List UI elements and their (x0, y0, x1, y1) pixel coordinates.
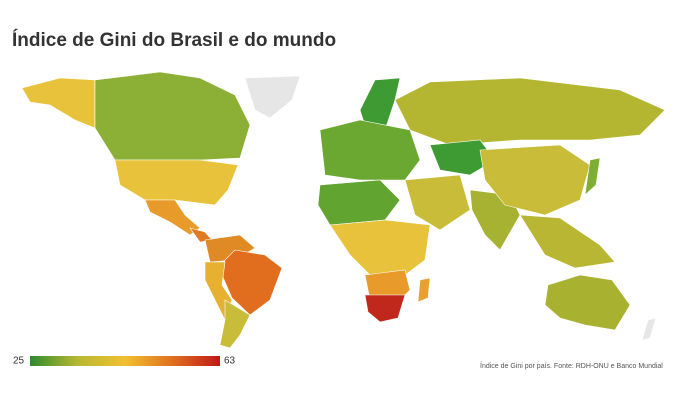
argentina (219, 299, 251, 349)
usa (114, 159, 239, 206)
europe (319, 119, 421, 181)
canada (94, 71, 251, 161)
alaska (21, 77, 96, 129)
middle-east (404, 174, 471, 231)
africa-north (317, 179, 401, 226)
south-africa (364, 294, 406, 323)
japan (584, 157, 601, 196)
kazakhstan (429, 139, 496, 176)
legend-max: 63 (224, 356, 236, 367)
map-title: Índice de Gini do Brasil e do mundo (12, 30, 337, 51)
source-note: Índice de Gini por país. Fonte: RDH-ONU … (480, 361, 663, 370)
china (479, 144, 591, 216)
countries (21, 71, 666, 349)
madagascar (417, 277, 431, 303)
southeast-asia (519, 214, 616, 269)
legend-min: 25 (13, 356, 25, 367)
africa-central (329, 219, 431, 281)
russia (394, 77, 666, 146)
new-zealand (641, 317, 657, 341)
australia (544, 274, 631, 331)
legend-bar (30, 356, 220, 366)
greenland (244, 75, 301, 119)
